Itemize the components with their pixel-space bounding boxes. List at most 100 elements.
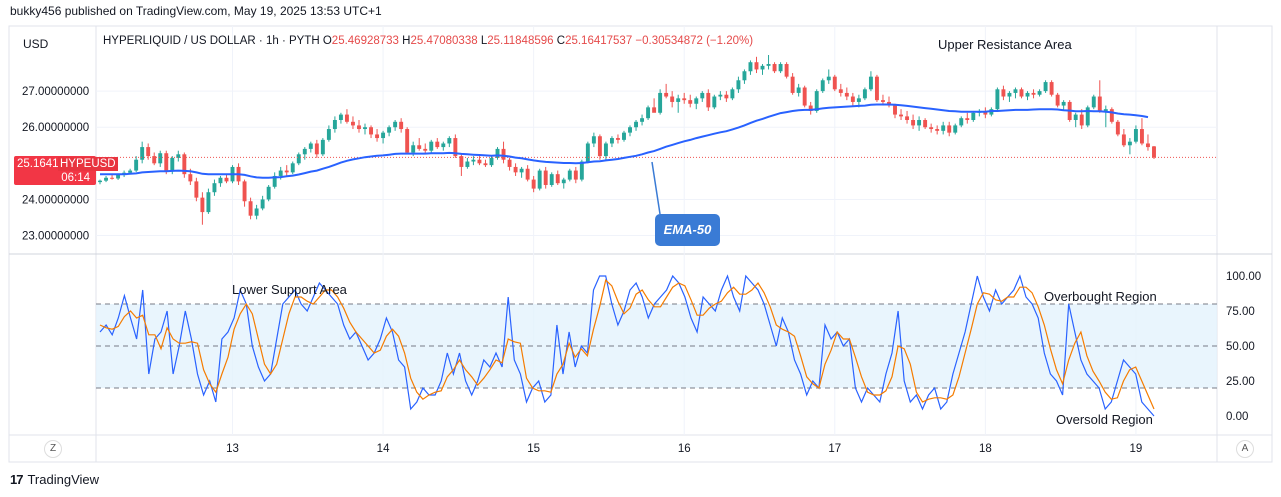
candle-body [423,148,428,151]
candle [1097,80,1102,113]
candle [778,62,783,74]
candle [766,55,771,70]
candle-body [874,76,879,101]
candle [820,78,825,93]
candle [706,89,711,111]
candle [393,120,398,131]
candle-body [1007,92,1012,97]
candle [844,87,849,101]
candle-body [507,159,512,167]
candle [1079,109,1084,130]
candle [832,74,837,92]
candle [194,177,199,202]
candle-body [760,65,765,70]
candle-body [314,143,319,155]
candle-body [1091,96,1096,108]
candle [1013,87,1018,99]
candle [1025,91,1030,101]
candle [826,69,831,84]
candle [694,96,699,110]
candle [1139,118,1144,146]
symbol-line: HYPERLIQUID / US DOLLAR · 1h · PYTH [103,35,320,47]
candle-body [706,92,711,108]
candle-body [616,138,620,140]
stoch-tick-label: 50.00 [1226,341,1255,353]
candle [326,125,331,142]
candle [652,98,657,113]
auto-scale-button[interactable]: A [1236,440,1254,458]
candle [206,188,211,214]
candle-body [543,170,548,185]
oversold-label: Oversold Region [1056,412,1153,427]
candle-body [1073,114,1078,120]
candle-body [736,80,741,90]
tradingview-logo[interactable]: 17 TradingView [10,472,99,487]
candle [700,91,705,102]
candle [1133,125,1138,144]
candle-body [242,181,247,202]
candle [911,114,916,130]
candle-body [513,166,518,173]
candle [676,94,681,113]
candle-body [381,132,386,139]
candle [609,136,614,148]
candle-body [471,159,476,162]
bar-countdown: 06:14 [61,172,90,184]
candle [284,165,289,176]
candle [483,159,488,167]
candle-body [658,92,663,113]
candle-body [555,174,560,184]
stoch-k-line [99,274,1155,417]
candle-body [411,145,416,153]
scale-z-button[interactable]: Z [44,440,62,458]
candle [1049,80,1054,97]
high-value: 25.47080338 [410,35,478,47]
candle [549,172,554,187]
candle-body [399,121,404,130]
candle [585,141,590,164]
candle-body [766,64,771,66]
candle-body [1152,146,1156,158]
candle-body [459,156,464,167]
candle [941,121,946,135]
candle-body [266,186,271,200]
candle-body [646,107,651,119]
candle-body [332,120,337,130]
candle [1103,105,1108,128]
high-label: H [402,35,411,47]
candle-body [1031,92,1036,95]
candle [622,130,626,142]
candle [983,107,988,119]
candle [441,141,446,151]
currency-label[interactable]: USD [23,37,49,51]
candle [417,138,422,151]
stoch-band [96,303,1217,389]
candle-body [326,129,331,140]
candle-body [1127,141,1132,146]
candle [772,62,777,74]
candle-body [796,87,801,93]
candle-body [164,153,169,171]
candle-body [453,138,458,157]
candle-body [591,136,596,144]
candle [597,134,602,160]
candle-body [603,143,608,157]
candle-body [284,170,289,173]
candle-body [375,134,380,139]
candle [874,74,879,102]
candle-body [483,163,488,166]
candle [140,141,145,164]
candle-body [1049,82,1054,95]
candle [1007,91,1012,102]
candle [459,154,464,176]
candle-body [1097,96,1102,111]
candle [899,109,903,120]
candle-body [363,127,367,130]
candle-body [820,80,825,92]
candle-body [881,100,885,102]
candle-body [899,114,903,117]
candle-body [579,161,584,180]
candle [272,172,277,189]
candle-body [188,174,193,182]
